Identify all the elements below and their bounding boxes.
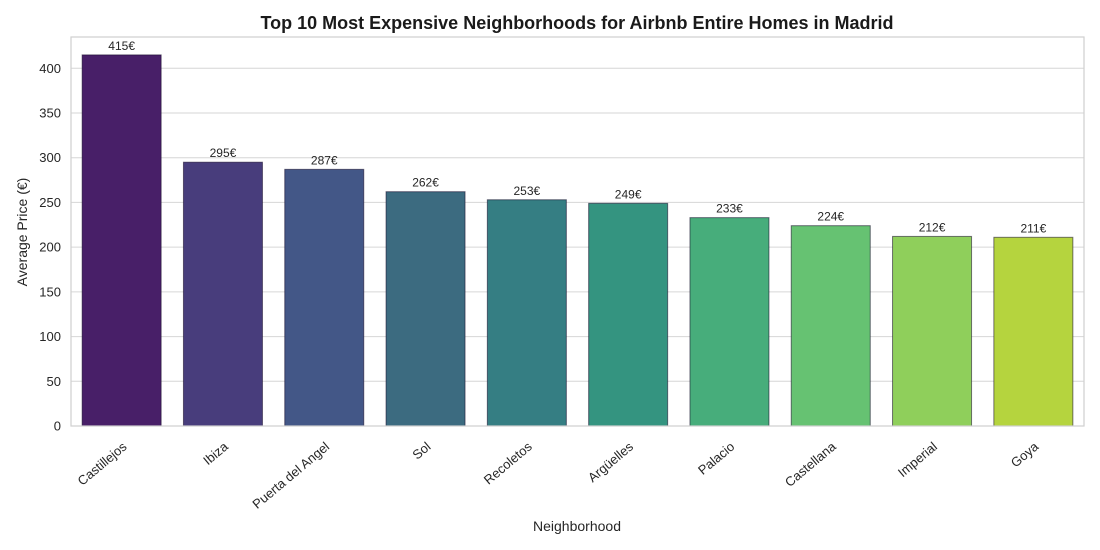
y-tick-label: 300 [39, 150, 61, 165]
y-tick-label: 200 [39, 240, 61, 255]
y-tick-label: 50 [47, 374, 61, 389]
plot-frame [70, 36, 1085, 427]
x-tick-label: Castellana [782, 438, 839, 489]
x-tick-label: Palacio [695, 439, 737, 478]
bar-recoletos [486, 199, 567, 427]
bar-castillejos [81, 54, 162, 427]
x-tick-label: Imperial [895, 439, 940, 480]
x-tick-label: Goya [1008, 438, 1042, 470]
bar-ibiza [182, 161, 263, 427]
bars [81, 54, 1074, 427]
bar-goya [993, 236, 1074, 427]
bar-puerta-del-angel [284, 168, 365, 427]
x-tick-label: Ibiza [200, 438, 231, 468]
y-axis-label: Average Price (€) [14, 178, 30, 287]
data-label: 233€ [716, 202, 743, 216]
x-axis-label: Neighborhood [533, 518, 621, 534]
x-tick-label: Puerta del Angel [249, 439, 332, 512]
bar-arg-elles [588, 202, 669, 427]
bar-palacio [689, 217, 770, 427]
bar-castellana [790, 225, 871, 427]
data-labels: 415€ 295€ 287€ 262€ 253€ 249€ 233€ 224€ 212€ 211€ [108, 39, 1046, 235]
y-axis-ticks: 0 50 100 150 200 250 300 350 400 [39, 61, 61, 434]
y-tick-label: 0 [54, 419, 61, 434]
x-axis-ticks: Castillejos Ibiza Puerta del Angel Sol Recol… [75, 438, 1042, 511]
x-tick-label: Argüelles [585, 438, 637, 485]
data-label: 415€ [108, 39, 135, 53]
data-label: 212€ [919, 220, 946, 234]
data-label: 224€ [817, 210, 844, 224]
data-label: 262€ [412, 176, 439, 190]
bar-imperial [892, 235, 973, 427]
data-label: 295€ [210, 146, 237, 160]
y-tick-label: 350 [39, 106, 61, 121]
y-tick-label: 400 [39, 61, 61, 76]
data-label: 249€ [615, 187, 642, 201]
bar-sol [385, 191, 466, 427]
chart-title: Top 10 Most Expensive Neighborhoods for … [260, 13, 893, 33]
y-tick-label: 100 [39, 329, 61, 344]
x-tick-label: Sol [409, 439, 433, 463]
x-tick-label: Recoletos [481, 438, 535, 487]
data-label: 211€ [1020, 221, 1046, 235]
data-label: 253€ [513, 184, 540, 198]
data-label: 287€ [311, 153, 338, 167]
y-tick-label: 250 [39, 195, 61, 210]
x-tick-label: Castillejos [75, 438, 130, 488]
y-tick-label: 150 [39, 284, 61, 299]
